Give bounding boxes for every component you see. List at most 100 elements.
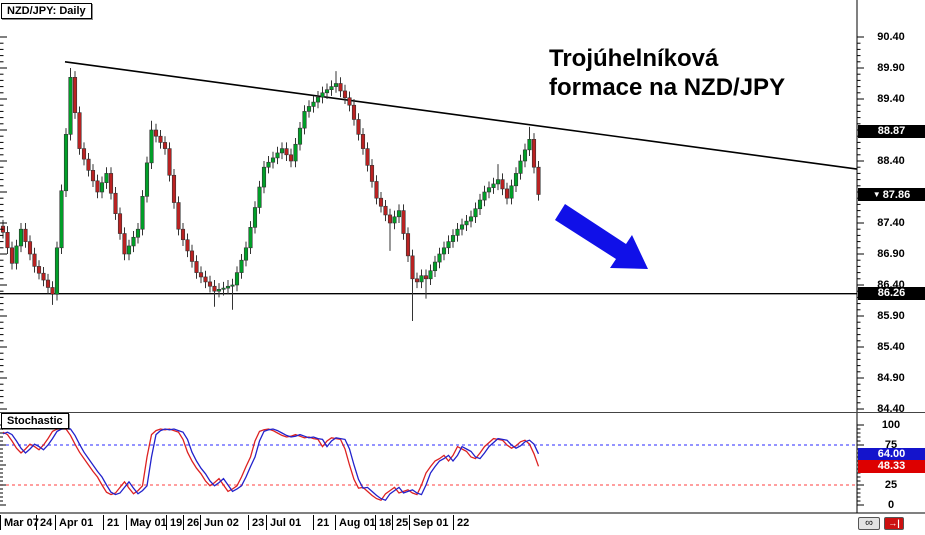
candlestick [216,289,222,292]
descending-trendline [64,61,858,170]
candlestick [486,187,492,193]
candlestick [248,227,253,249]
candlestick [414,278,420,283]
scroll-to-end-button[interactable]: →| [884,517,904,530]
price-axis-label: 84.40 [877,403,905,415]
time-axis-label[interactable]: 24 [36,515,52,530]
candlestick [482,191,487,201]
annotation-line2: formace na NZD/JPY [549,74,786,101]
candlestick [311,101,316,107]
price-axis-label: 89.90 [877,62,905,74]
time-axis-label[interactable]: May 01 [126,515,167,530]
candlestick [72,77,78,113]
time-axis-label[interactable]: Mar 07 [0,515,39,530]
candlestick [518,160,523,174]
candlestick [261,166,267,188]
candlestick [117,213,123,234]
candlestick [374,181,379,199]
time-axis-label[interactable]: 21 [313,515,329,530]
price-axis-label: 87.40 [877,217,905,229]
candlestick [306,106,312,112]
candlestick [122,233,127,255]
price-marker-badge: 88.87 [858,125,925,139]
price-axis-label: 90.40 [877,31,905,43]
time-axis-label[interactable]: Sep 01 [409,515,448,530]
candlestick [360,134,366,149]
candlestick [284,148,289,156]
candlestick [54,247,60,295]
time-axis-label[interactable]: 22 [453,515,469,530]
candlestick [126,245,132,255]
down-arrow [555,204,648,269]
candlestick [194,261,199,273]
candlestick [536,166,541,195]
stoch-axis-label: 100 [881,419,901,431]
candlestick [225,285,231,289]
candlestick [315,96,321,103]
candlestick [135,228,141,238]
candlestick [257,186,262,208]
price-axis-label: 85.40 [877,341,905,353]
candlestick [351,104,357,120]
time-axis-label[interactable]: Aug 01 [335,515,376,530]
time-axis-label[interactable]: Jun 02 [200,515,239,530]
candlestick [468,216,474,222]
candlestick [108,173,114,194]
stoch-k-line [2,427,540,501]
candlestick [162,142,168,149]
candlestick [59,190,64,249]
candlestick [455,228,460,236]
stoch-d-line [2,427,540,501]
price-axis-label: 86.90 [877,248,905,260]
candlestick [459,224,465,230]
candlestick [293,143,298,162]
candlestick [14,245,19,264]
time-axis-label[interactable]: Apr 01 [55,515,93,530]
candlestick [81,148,87,160]
candlestick [239,259,244,273]
candlestick [419,275,424,283]
candlestick [491,183,496,188]
candlestick [252,207,258,228]
candlestick [500,179,505,190]
candlestick [243,247,249,261]
candlestick [99,182,105,193]
chart-shift-button[interactable]: ∞ [858,517,880,530]
candlestick [86,158,91,171]
candlestick [63,134,69,192]
candlestick [531,139,537,168]
current-price-arrow-icon: ▼ [872,189,881,199]
time-axis-label[interactable]: 18 [375,515,391,530]
candlestick [171,174,177,203]
candlestick [509,185,514,199]
time-axis-label[interactable]: 23 [248,515,264,530]
indicator-tab[interactable]: Stochastic [1,413,69,429]
candlestick [41,272,46,281]
price-axis-label: 84.90 [877,372,905,384]
stoch-value-badge: 48.33 [858,460,925,474]
candlestick [477,199,483,210]
candlestick [302,111,307,129]
candlestick [356,119,361,135]
candlestick [68,77,73,135]
candlestick [423,275,429,280]
time-axis-label[interactable]: Jul 01 [266,515,301,530]
candlestick [450,235,456,242]
price-marker-badge: 86.26 [858,287,925,301]
candlestick [270,157,276,163]
candlestick [288,154,294,162]
time-axis-label[interactable]: 26 [183,515,199,530]
candlestick [203,276,208,283]
time-axis-label[interactable]: 21 [103,515,119,530]
candlestick [410,255,415,280]
time-axis-label[interactable]: 19 [166,515,182,530]
candlestick [365,148,370,166]
annotation-text: Trojúhelníková formace na NZD/JPY [549,44,785,102]
symbol-tab[interactable]: NZD/JPY: Daily [1,3,92,19]
candlestick [504,188,510,199]
candlestick [90,170,96,182]
candlestick [432,261,438,272]
candlestick [297,127,303,145]
time-axis-label[interactable]: 25 [392,515,408,530]
